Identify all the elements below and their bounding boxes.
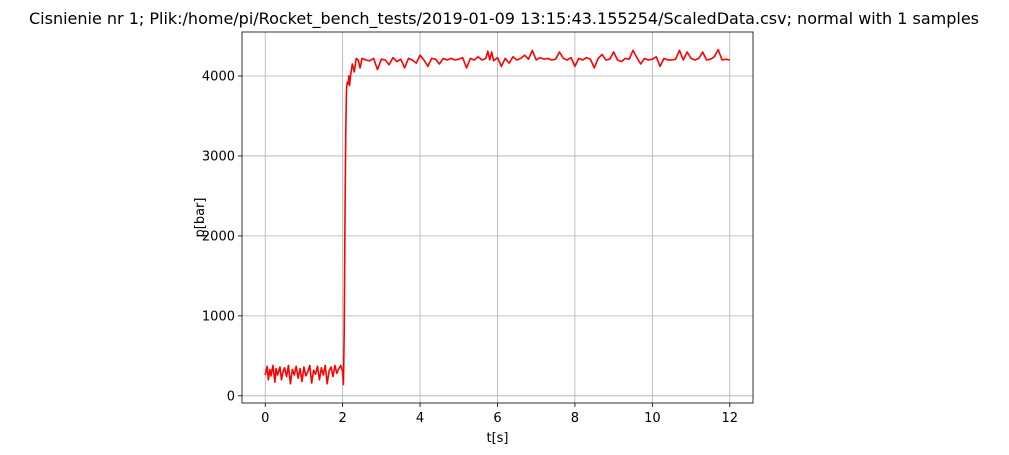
x-axis-label: t[s] xyxy=(486,431,508,446)
chart-title: Cisnienie nr 1; Plik:/home/pi/Rocket_ben… xyxy=(29,9,979,29)
series-line xyxy=(264,48,730,386)
y-axis-label: p[bar] xyxy=(193,198,208,238)
grid xyxy=(242,32,753,403)
y-tick-label: 3000 xyxy=(202,149,235,164)
y-tick-label: 0 xyxy=(227,389,235,404)
axis-ticks: 0 2 4 6 8 10 12 0 1000 2000 3000 4000 xyxy=(202,69,738,426)
data-series xyxy=(264,48,730,386)
x-tick-label: 8 xyxy=(571,411,579,426)
x-tick-label: 4 xyxy=(416,411,424,426)
y-tick-label: 1000 xyxy=(202,309,235,324)
y-tick-label: 2000 xyxy=(202,229,235,244)
y-tick-label: 4000 xyxy=(202,69,235,84)
x-tick-label: 0 xyxy=(261,411,269,426)
x-tick-label: 12 xyxy=(721,411,738,426)
x-tick-label: 10 xyxy=(644,411,661,426)
x-tick-label: 6 xyxy=(493,411,501,426)
x-tick-label: 2 xyxy=(339,411,347,426)
